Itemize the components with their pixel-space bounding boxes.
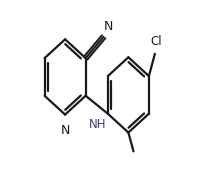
Text: Cl: Cl (151, 35, 162, 48)
Text: NH: NH (89, 118, 106, 131)
Text: N: N (60, 124, 70, 137)
Text: N: N (104, 20, 113, 33)
